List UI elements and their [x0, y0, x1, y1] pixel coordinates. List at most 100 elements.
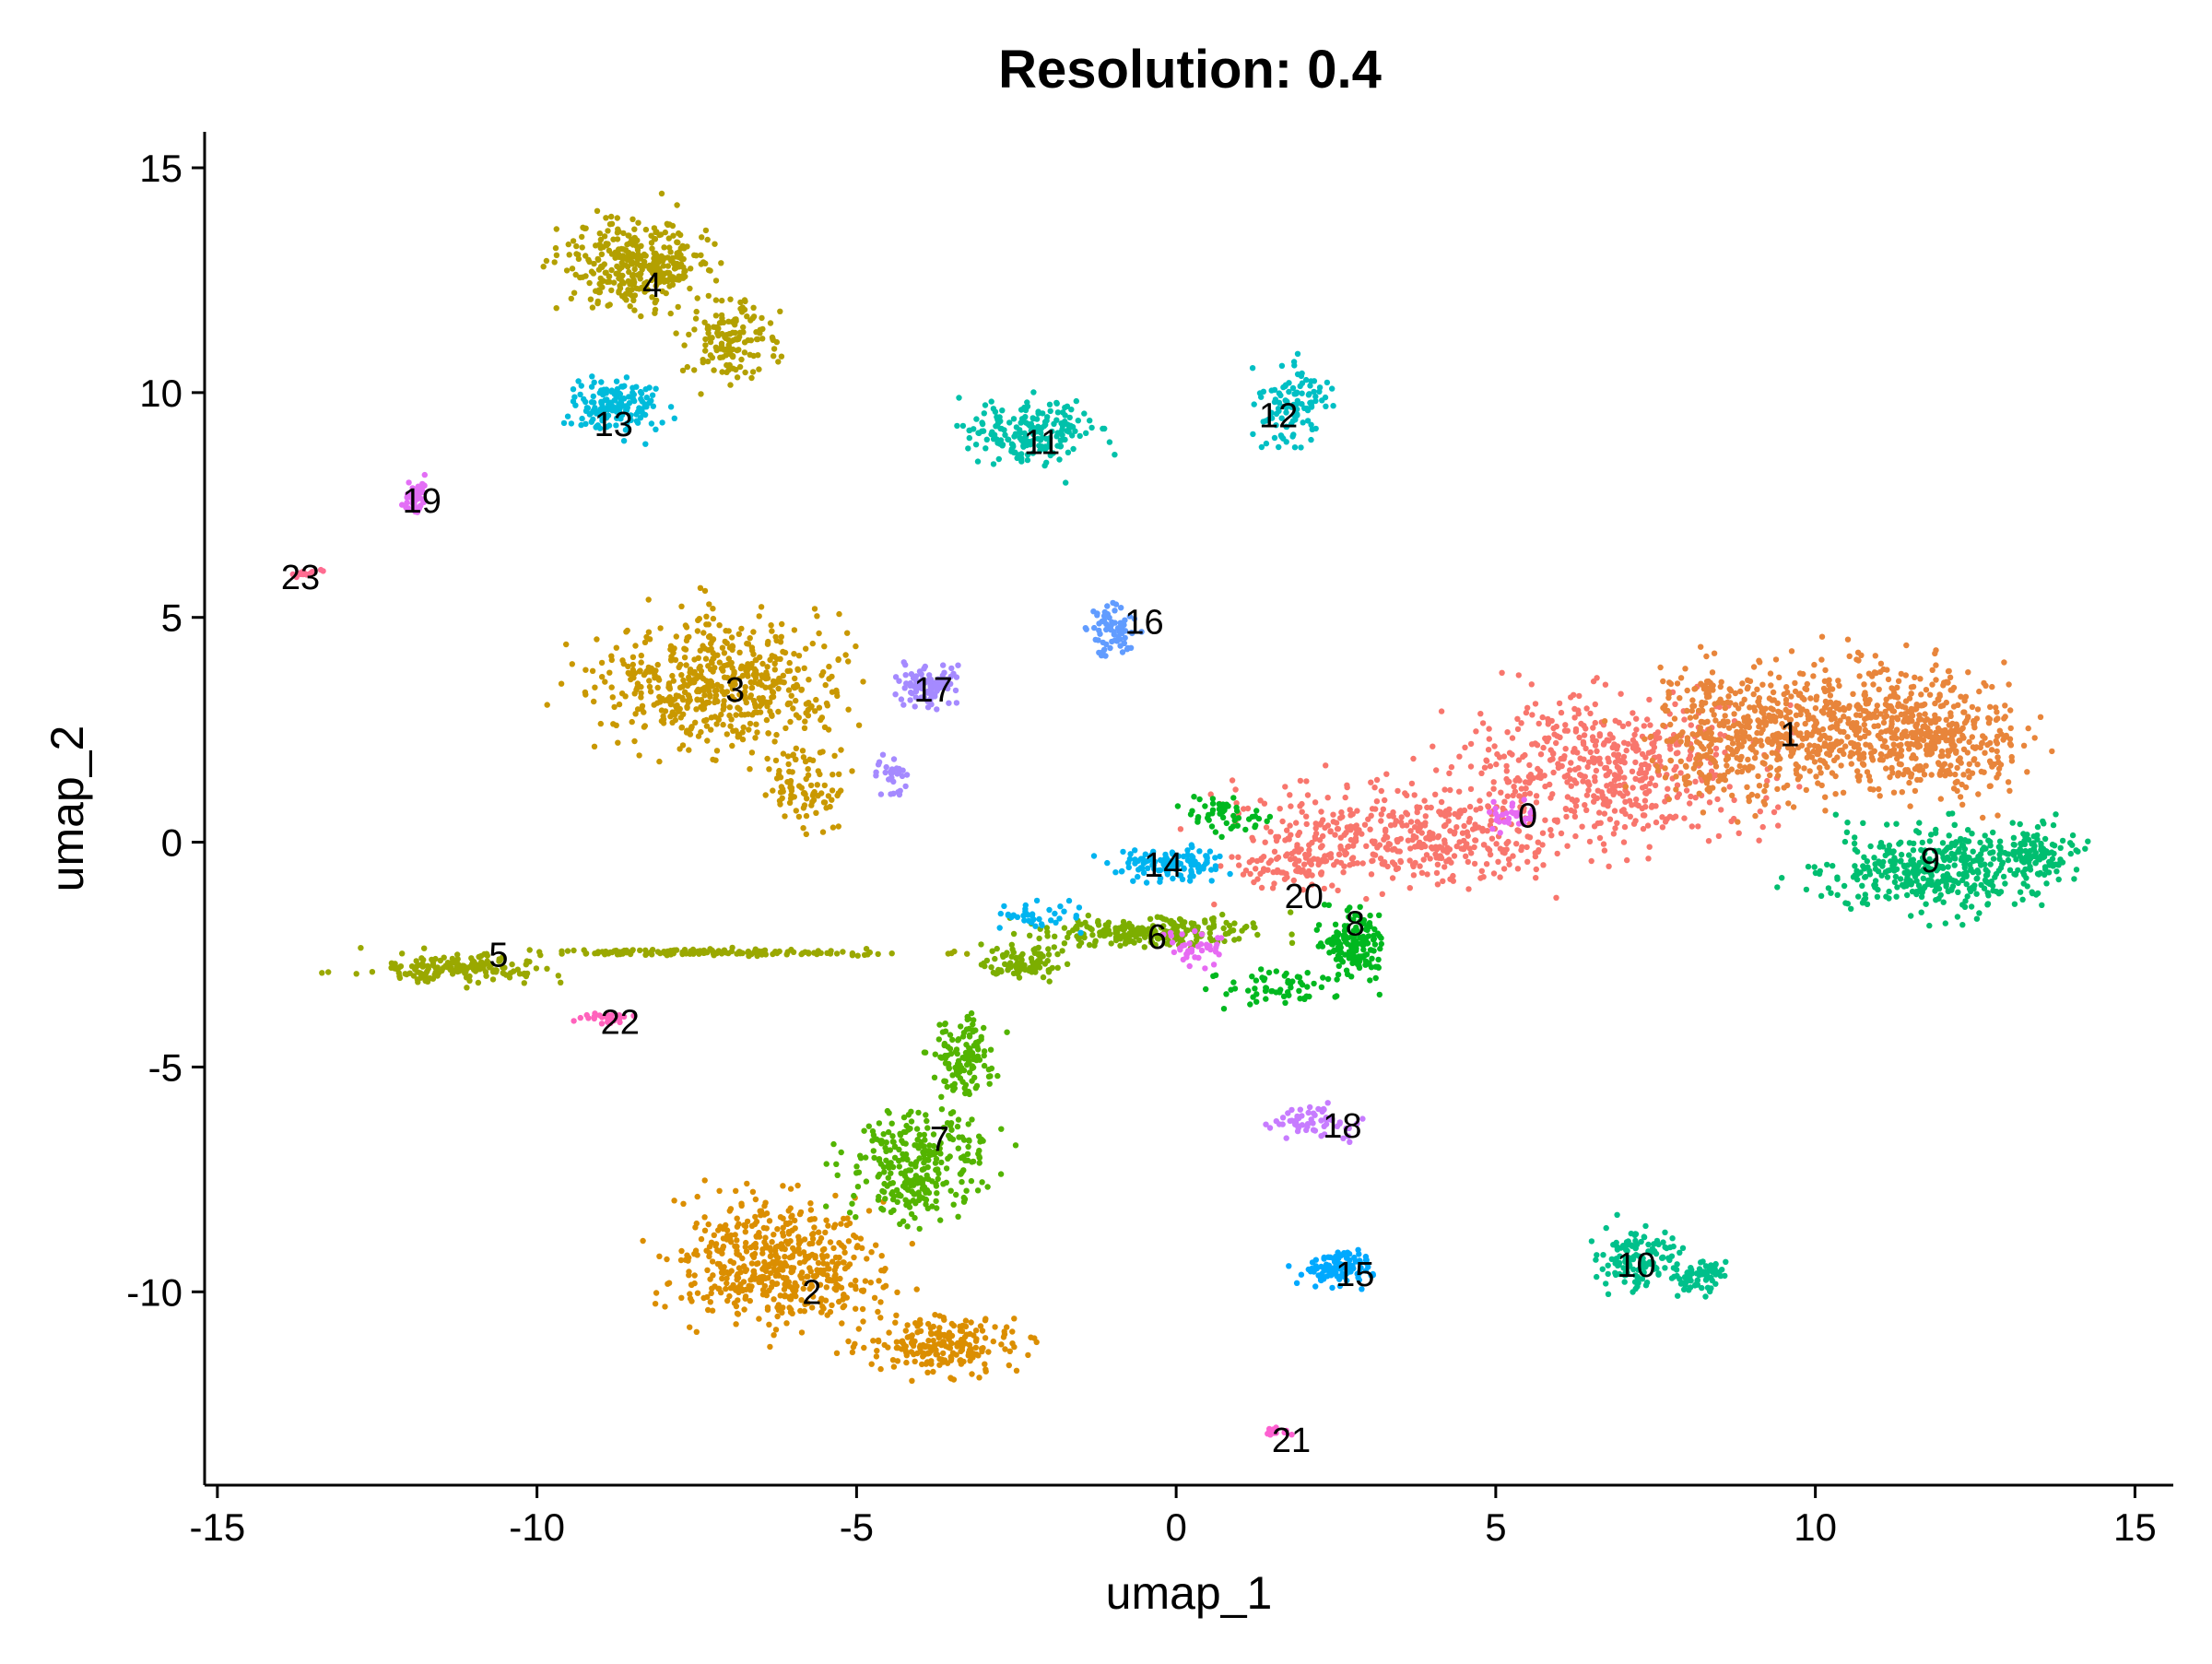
- point: [1625, 740, 1631, 748]
- point: [1662, 774, 1669, 781]
- point: [941, 1021, 948, 1028]
- point: [1394, 836, 1402, 844]
- point: [782, 1245, 788, 1253]
- point: [845, 658, 852, 665]
- point: [1906, 746, 1912, 752]
- point: [1514, 726, 1522, 733]
- point: [1947, 674, 1954, 680]
- point: [1296, 829, 1303, 836]
- point: [1518, 720, 1524, 726]
- point: [1674, 734, 1680, 740]
- point: [1052, 933, 1058, 939]
- point: [765, 730, 771, 737]
- point: [1007, 960, 1014, 966]
- point: [630, 297, 637, 303]
- point: [1850, 750, 1856, 757]
- point: [1040, 974, 1047, 981]
- point: [1378, 787, 1385, 795]
- point: [1745, 756, 1751, 763]
- point: [1726, 784, 1733, 790]
- point: [838, 1149, 844, 1156]
- point: [665, 235, 672, 242]
- point: [1646, 844, 1653, 850]
- point: [861, 1344, 867, 1351]
- point: [1606, 816, 1614, 822]
- point: [679, 694, 686, 701]
- point: [682, 689, 688, 696]
- point: [1805, 713, 1811, 719]
- point: [728, 634, 735, 641]
- point: [615, 739, 621, 746]
- point: [1776, 765, 1783, 772]
- point: [793, 697, 799, 704]
- point: [789, 1268, 796, 1275]
- point: [1959, 801, 1966, 808]
- point: [1711, 712, 1717, 718]
- point: [708, 726, 714, 733]
- point: [904, 1322, 911, 1328]
- point: [948, 1355, 955, 1362]
- point: [1928, 749, 1936, 756]
- point: [629, 718, 635, 726]
- point: [1744, 714, 1751, 721]
- point: [1767, 670, 1774, 677]
- point: [1864, 769, 1871, 775]
- point: [1027, 932, 1033, 938]
- point: [1697, 761, 1704, 767]
- point: [829, 673, 835, 680]
- point: [1275, 833, 1282, 840]
- point: [601, 233, 608, 240]
- point: [990, 1338, 997, 1345]
- point: [1870, 712, 1877, 718]
- point: [830, 1258, 836, 1265]
- point: [1306, 847, 1312, 854]
- point: [1966, 738, 1972, 745]
- point: [1741, 718, 1748, 725]
- point: [1563, 813, 1570, 820]
- point: [1830, 710, 1837, 716]
- point: [767, 320, 774, 326]
- point: [1600, 741, 1607, 748]
- point: [1321, 885, 1328, 892]
- point: [1878, 751, 1885, 758]
- point: [1826, 681, 1832, 689]
- point: [617, 266, 623, 272]
- point: [1211, 901, 1218, 908]
- point: [1633, 797, 1640, 803]
- point: [1642, 770, 1650, 776]
- point: [1903, 733, 1911, 739]
- point: [1466, 815, 1474, 822]
- point: [1601, 847, 1608, 854]
- point: [1909, 713, 1916, 719]
- point: [724, 1236, 730, 1243]
- point: [434, 964, 441, 971]
- point: [1327, 855, 1335, 861]
- point: [712, 1283, 718, 1290]
- point: [1914, 776, 1921, 784]
- point: [912, 1358, 918, 1365]
- point: [921, 1131, 927, 1139]
- point: [1281, 876, 1288, 882]
- point: [1818, 656, 1825, 663]
- point: [602, 679, 608, 685]
- point: [1442, 821, 1449, 829]
- point: [1890, 789, 1898, 796]
- point: [1794, 721, 1800, 728]
- point: [1243, 923, 1250, 930]
- point: [1244, 805, 1252, 812]
- point: [972, 1338, 980, 1344]
- point: [1692, 714, 1700, 720]
- point: [1285, 835, 1291, 842]
- point: [1884, 753, 1890, 760]
- point: [1410, 872, 1418, 879]
- point: [369, 969, 376, 975]
- point: [1206, 935, 1214, 941]
- point: [1785, 800, 1792, 807]
- point: [1511, 784, 1517, 790]
- point: [1472, 837, 1479, 844]
- point: [888, 950, 895, 957]
- point: [1447, 786, 1453, 794]
- point: [616, 289, 622, 296]
- point: [733, 712, 739, 718]
- point: [780, 672, 786, 679]
